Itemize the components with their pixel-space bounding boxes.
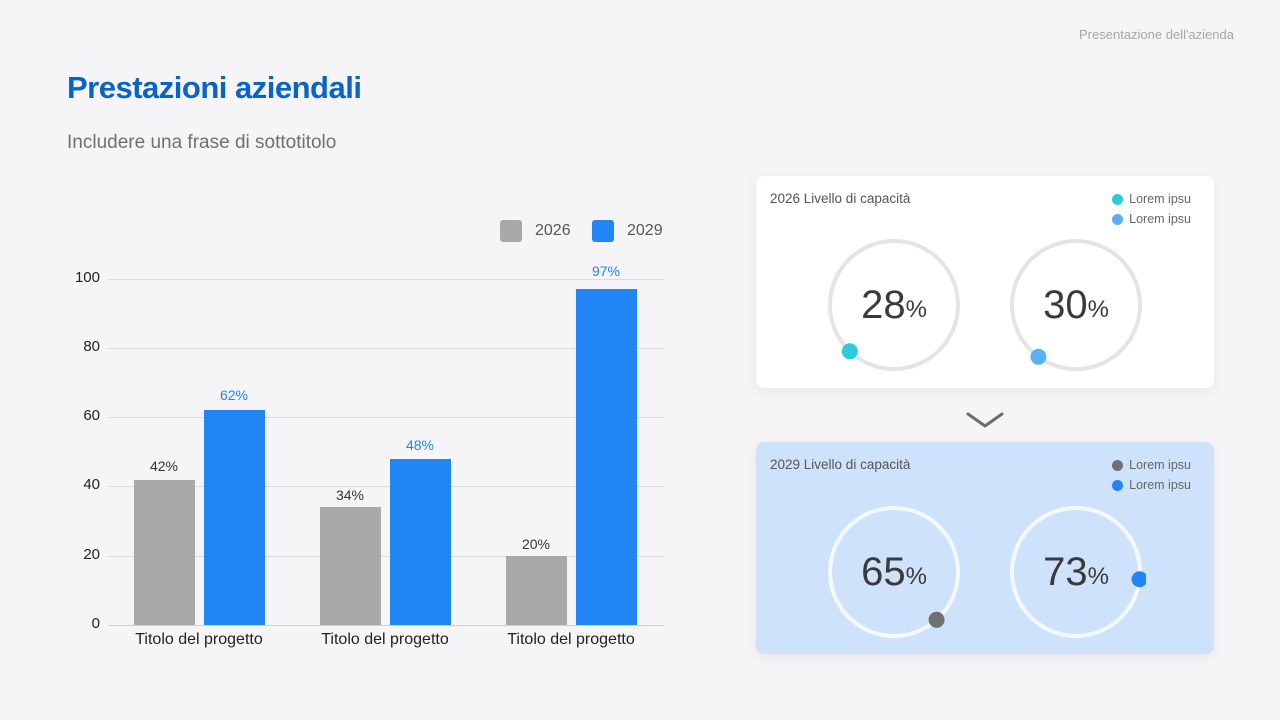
y-tick-100: 100: [74, 269, 100, 286]
page-title: Prestazioni aziendali: [67, 70, 362, 105]
card-legend-2026: Lorem ipsu Lorem ipsu: [1112, 192, 1191, 232]
ring-graphic: [828, 506, 960, 638]
ring-percent-sign: %: [905, 563, 927, 590]
y-tick-40: 40: [83, 476, 100, 493]
ring-value: 73%: [1006, 502, 1146, 642]
ring-percent-sign: %: [1087, 296, 1109, 323]
legend-label-2026: 2026: [535, 222, 571, 239]
ring-graphic: [1010, 239, 1142, 371]
ring-percent-sign: %: [905, 296, 927, 323]
gridline-40: [108, 486, 664, 487]
ring-number: 28: [861, 282, 906, 327]
ring-graphic: [828, 239, 960, 371]
bar-2029-group-3: [576, 289, 637, 625]
legend-text: Lorem ipsu: [1129, 212, 1191, 226]
ring-percent-sign: %: [1087, 563, 1109, 590]
ring-number: 65: [861, 549, 906, 594]
ring-number: 73: [1043, 549, 1088, 594]
chevron-down-icon: [966, 410, 1004, 435]
bar-label-2029-group-1: 62%: [219, 387, 249, 403]
legend-dot-icon: [1112, 459, 1124, 471]
y-tick-20: 20: [83, 546, 100, 563]
card-legend-item: Lorem ipsu: [1112, 458, 1191, 472]
ring-value: 28%: [824, 235, 964, 375]
bar-label-2029-group-2: 48%: [405, 437, 435, 453]
legend-label-2029: 2029: [627, 222, 663, 239]
legend-swatch-2029: [592, 220, 614, 242]
gridline-100: [108, 279, 664, 280]
legend-dot-icon: [1112, 213, 1124, 225]
card-title-2029: 2029 Livello di capacità: [770, 457, 911, 472]
gridline-60: [108, 417, 664, 418]
ring-value: 30%: [1006, 235, 1146, 375]
bar-2026-group-1: [134, 480, 195, 625]
progress-ring-30: 30%: [1006, 235, 1146, 375]
x-label-group-3: Titolo del progetto: [507, 631, 635, 648]
capacity-card-2026: 2026 Livello di capacità Lorem ipsu Lore…: [756, 176, 1214, 388]
card-legend-item: Lorem ipsu: [1112, 192, 1191, 206]
gridline-20: [108, 556, 664, 557]
legend-text: Lorem ipsu: [1129, 192, 1191, 206]
ring-number: 30: [1043, 282, 1088, 327]
y-tick-0: 0: [91, 615, 100, 632]
progress-ring-65: 65%: [824, 502, 964, 642]
company-label: Presentazione dell'azienda: [1079, 27, 1234, 42]
card-legend-item: Lorem ipsu: [1112, 212, 1191, 226]
card-title-2026: 2026 Livello di capacità: [770, 191, 911, 206]
legend-dot-icon: [1112, 479, 1124, 491]
bar-label-2026-group-2: 34%: [335, 487, 365, 503]
bar-2026-group-2: [320, 507, 381, 625]
y-tick-80: 80: [83, 338, 100, 355]
x-label-group-1: Titolo del progetto: [135, 631, 263, 648]
x-axis-line: [108, 625, 664, 626]
bar-2026-group-3: [506, 556, 567, 625]
bar-label-2026-group-3: 20%: [521, 536, 551, 552]
legend-dot-icon: [1112, 193, 1124, 205]
legend-swatch-2026: [500, 220, 522, 242]
card-legend-2029: Lorem ipsu Lorem ipsu: [1112, 458, 1191, 498]
x-label-group-2: Titolo del progetto: [321, 631, 449, 648]
page-subtitle: Includere una frase di sottotitolo: [67, 132, 337, 153]
progress-ring-73: 73%: [1006, 502, 1146, 642]
legend-item-2026: 2026: [500, 220, 571, 242]
ring-graphic: [1010, 506, 1146, 638]
legend-text: Lorem ipsu: [1129, 478, 1191, 492]
bar-label-2026-group-1: 42%: [149, 458, 179, 474]
progress-ring-28: 28%: [824, 235, 964, 375]
card-legend-item: Lorem ipsu: [1112, 478, 1191, 492]
bar-2029-group-2: [390, 459, 451, 625]
bar-2029-group-1: [204, 410, 265, 625]
ring-value: 65%: [824, 502, 964, 642]
legend-item-2029: 2029: [592, 220, 663, 242]
bar-label-2029-group-3: 97%: [591, 263, 621, 279]
y-tick-60: 60: [83, 407, 100, 424]
capacity-card-2029: 2029 Livello di capacità Lorem ipsu Lore…: [756, 442, 1214, 654]
legend-text: Lorem ipsu: [1129, 458, 1191, 472]
gridline-80: [108, 348, 664, 349]
